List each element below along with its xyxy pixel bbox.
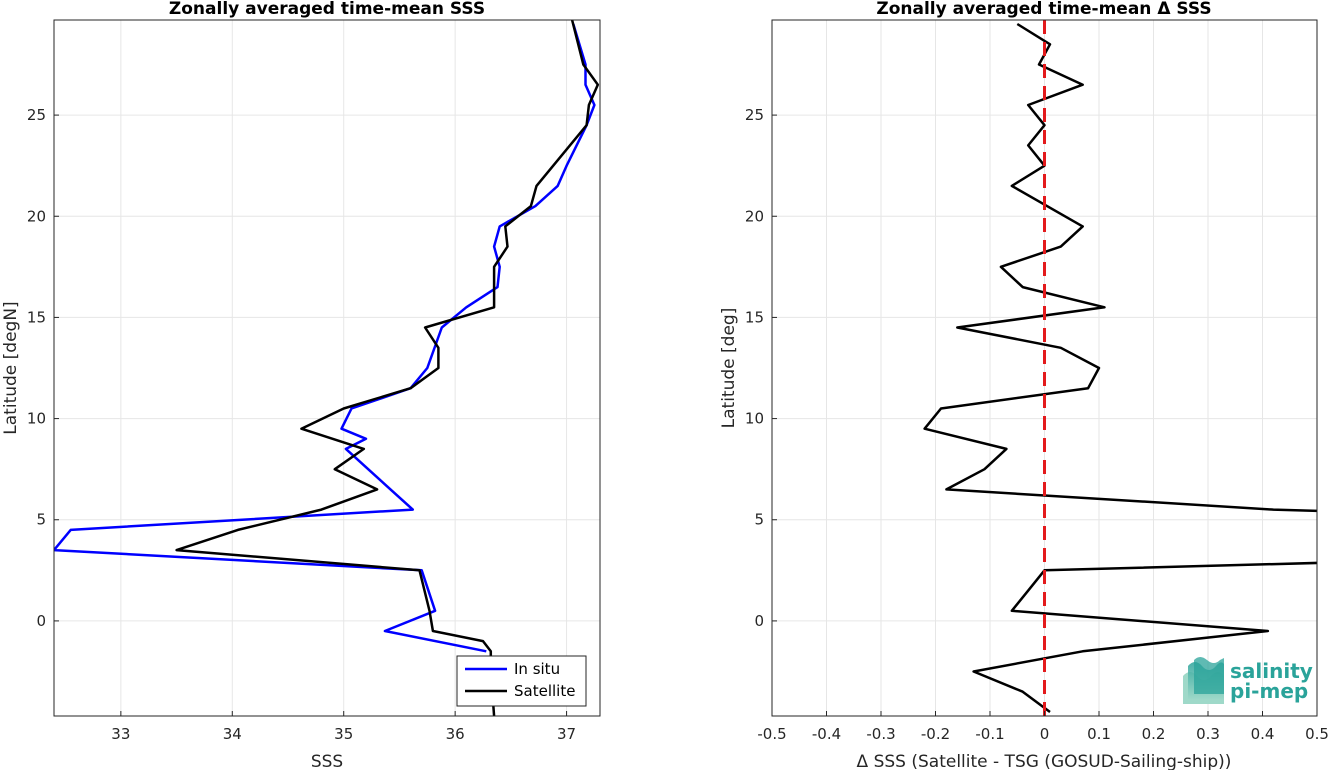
salinity-pi-mep-logo: salinity pi-mep [1183,657,1313,704]
y-axis-label-left: Latitude [degN] [1,301,21,434]
y-tick-label: 5 [36,511,46,529]
legend-label-satellite: Satellite [514,682,575,700]
y-axis-label-right: Latitude [deg] [719,308,739,429]
chart-title-right: Zonally averaged time-mean Δ SSS [876,0,1211,19]
plot-area-left [54,20,600,716]
chart-left: 33 34 35 36 37 0 5 10 15 20 25 Zonally averaged ti… [1,0,601,770]
y-tick-label: 5 [754,511,764,529]
ticks-left: 33 34 35 36 37 0 5 10 15 20 25 [27,106,576,743]
series-line-delta-sss [923,22,1317,714]
y-tick-label: 25 [27,106,46,124]
series-left [54,20,600,716]
wave-logo-icon [1183,657,1224,704]
series-line-satellite [175,20,600,716]
x-tick-label: 33 [111,725,130,743]
y-tick-label: 25 [745,106,764,124]
legend: In situ Satellite [456,655,587,707]
y-tick-label: 20 [745,207,764,225]
chart-title-left: Zonally averaged time-mean SSS [169,0,485,19]
chart-right: -0.5 -0.4 -0.3 -0.2 -0.1 0 0.1 0.2 0.3 0.4 0.5 0 5 10… [719,0,1329,770]
x-tick-label: 0.5 [1305,725,1329,743]
y-tick-label: 15 [27,308,46,326]
x-tick-label: -0.4 [812,725,841,743]
series-right [923,20,1317,716]
x-axis-label-left: SSS [311,752,343,770]
grid-left [54,20,600,716]
x-tick-label: -0.1 [975,725,1004,743]
y-tick-label: 10 [745,410,764,428]
x-tick-label: 0.4 [1251,725,1275,743]
x-tick-label: 37 [557,725,576,743]
axes-box-left [53,19,601,717]
y-tick-label: 0 [36,612,46,630]
ticks-right: -0.5 -0.4 -0.3 -0.2 -0.1 0 0.1 0.2 0.3 0.4 0.5 0 5 10… [745,106,1329,743]
logo-text-line1: salinity [1230,659,1313,683]
x-tick-label: -0.5 [757,725,786,743]
x-tick-label: 34 [223,725,242,743]
x-tick-label: 0.3 [1196,725,1220,743]
logo-text-line2: pi-mep [1230,679,1308,703]
x-axis-label-right: Δ SSS (Satellite - TSG (GOSUD-Sailing-sh… [857,752,1232,770]
x-tick-label: 0.2 [1142,725,1166,743]
x-tick-label: 35 [334,725,353,743]
x-tick-label: 36 [446,725,465,743]
x-tick-label: -0.2 [921,725,950,743]
y-tick-label: 0 [754,612,764,630]
x-tick-label: 0 [1040,725,1050,743]
x-tick-label: -0.3 [866,725,895,743]
legend-label-in-situ: In situ [514,660,560,678]
series-line-in-situ [54,23,596,653]
legend-box [456,655,587,707]
y-tick-label: 10 [27,410,46,428]
y-tick-label: 15 [745,308,764,326]
x-tick-label: 0.1 [1087,725,1111,743]
y-tick-label: 20 [27,207,46,225]
